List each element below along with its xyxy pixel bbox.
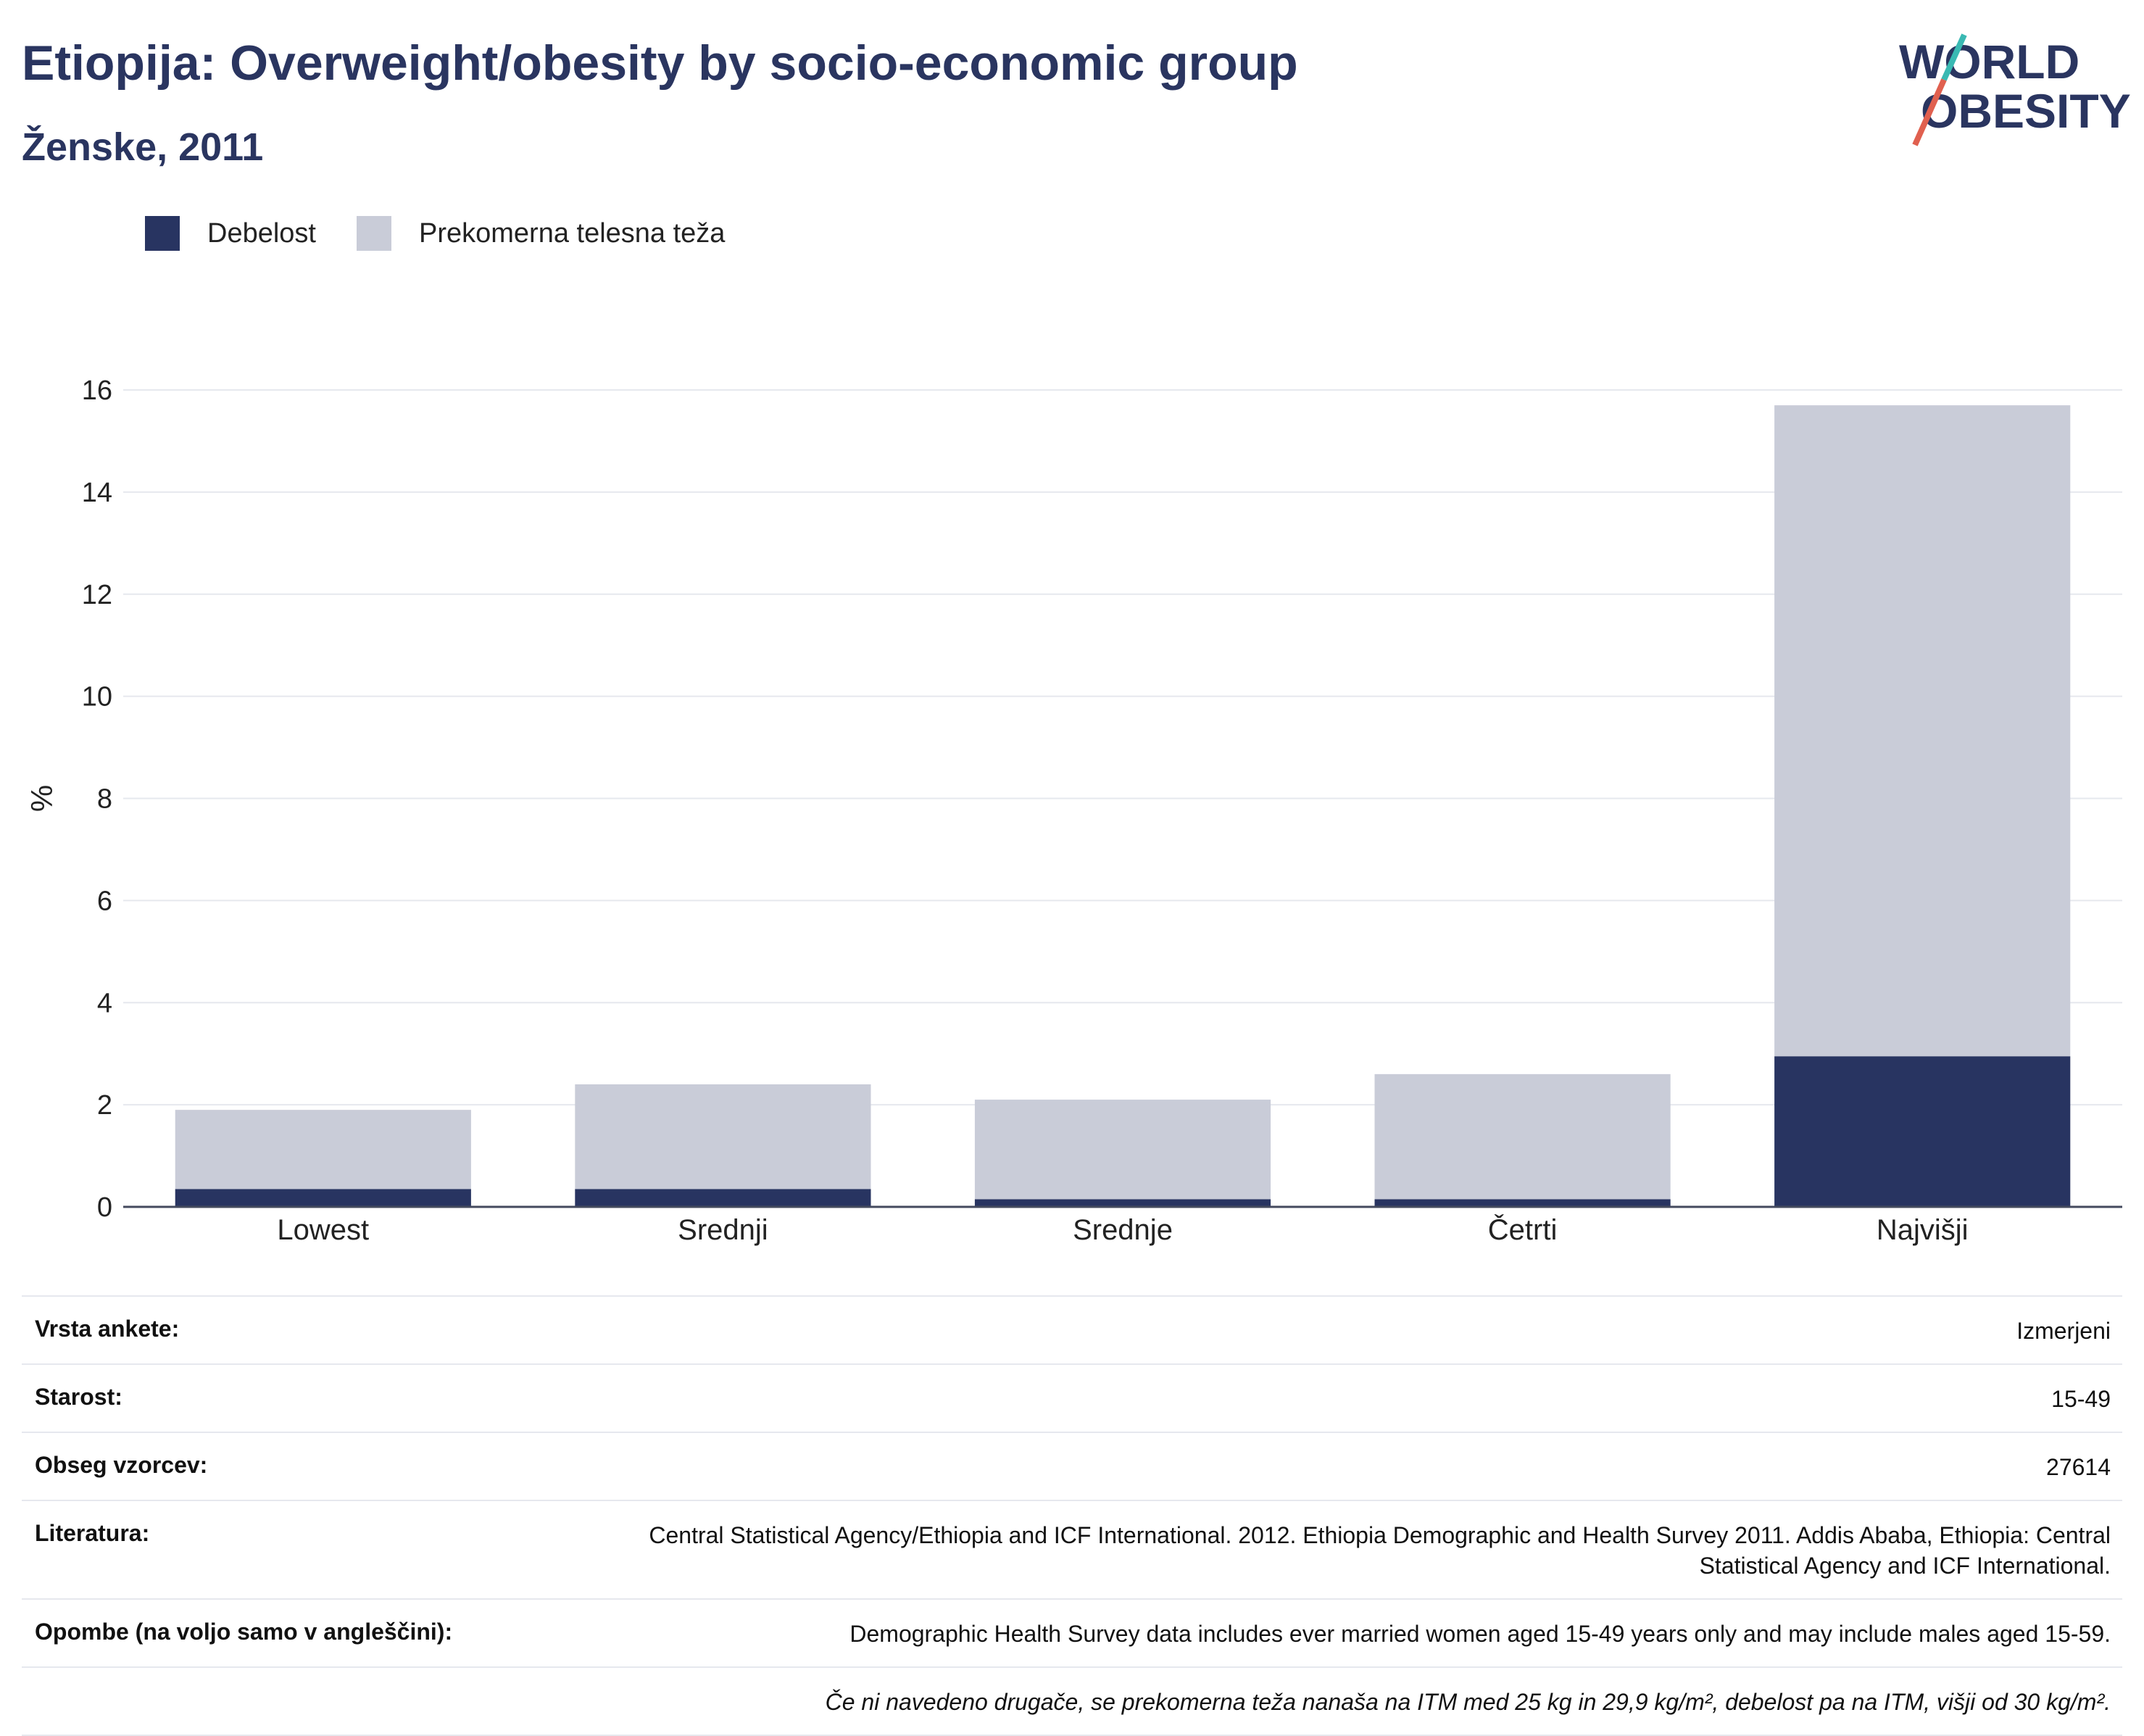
bar-overweight xyxy=(1774,405,2071,1057)
bar-obesity xyxy=(1374,1199,1671,1207)
info-label: Vrsta ankete: xyxy=(35,1316,180,1342)
info-value: Central Statistical Agency/Ethiopia and … xyxy=(649,1522,2111,1579)
y-tick-label: 0 xyxy=(97,1192,112,1223)
legend-item-overweight: Prekomerna telesna teža xyxy=(356,216,726,251)
info-row: Literatura: Central Statistical Agency/Et… xyxy=(22,1500,2122,1598)
x-category-label: Srednji xyxy=(678,1214,768,1246)
legend-swatch-obesity xyxy=(145,216,180,251)
info-value: Če ni navedeno drugače, se prekomerna te… xyxy=(825,1689,2111,1715)
x-category-label: Srednje xyxy=(1073,1214,1173,1246)
y-tick-label: 12 xyxy=(82,580,112,610)
info-label: Starost: xyxy=(35,1384,122,1410)
bar-obesity xyxy=(575,1189,871,1207)
chart-legend: Debelost Prekomerna telesna teža xyxy=(145,216,765,251)
legend-label-overweight: Prekomerna telesna teža xyxy=(418,217,726,249)
logo-slash-teal xyxy=(1941,33,1967,81)
y-axis-title: % xyxy=(25,785,59,812)
bar-overweight xyxy=(175,1110,471,1189)
info-label: Literatura: xyxy=(35,1520,150,1546)
info-value: Demographic Health Survey data includes … xyxy=(849,1621,2111,1647)
x-category-label: Lowest xyxy=(277,1214,369,1246)
legend-label-obesity: Debelost xyxy=(207,217,316,249)
info-value: Izmerjeni xyxy=(2016,1318,2111,1344)
bar-overweight xyxy=(575,1084,871,1189)
info-value: 15-49 xyxy=(2051,1386,2111,1412)
y-tick-label: 2 xyxy=(97,1090,112,1121)
world-obesity-logo: WORLD OBESITY xyxy=(1899,33,2131,146)
bar-obesity xyxy=(175,1189,471,1207)
logo-slash-red xyxy=(1912,78,1947,146)
page-title: Etiopija: Overweight/obesity by socio-ec… xyxy=(22,36,1298,91)
info-label: Obseg vzorcev: xyxy=(35,1452,208,1478)
info-row: Opombe (na voljo samo v angleščini): Demo… xyxy=(22,1598,2122,1666)
bar-obesity xyxy=(974,1199,1271,1207)
y-tick-label: 4 xyxy=(97,988,112,1018)
info-row: Vrsta ankete: Izmerjeni xyxy=(22,1295,2122,1363)
info-label: Opombe (na voljo samo v angleščini): xyxy=(35,1619,453,1645)
page-subtitle: Ženske, 2011 xyxy=(22,125,264,169)
legend-swatch-overweight xyxy=(356,216,391,251)
y-tick-label: 8 xyxy=(97,784,112,815)
info-value: 27614 xyxy=(2046,1454,2111,1480)
x-category-label: Četrti xyxy=(1488,1213,1558,1246)
bar-overweight xyxy=(1374,1073,1671,1200)
y-tick-label: 14 xyxy=(82,478,112,508)
info-row: Če ni navedeno drugače, se prekomerna te… xyxy=(22,1666,2122,1736)
logo-text-world: WORLD xyxy=(1899,35,2079,88)
info-row: Obseg vzorcev: 27614 xyxy=(22,1432,2122,1500)
y-tick-label: 16 xyxy=(82,375,112,406)
y-tick-label: 10 xyxy=(82,682,112,713)
info-row: Starost: 15-49 xyxy=(22,1363,2122,1432)
y-tick-label: 6 xyxy=(97,886,112,916)
x-category-label: Najvišji xyxy=(1877,1214,1969,1246)
logo-text-obesity: OBESITY xyxy=(1921,84,2131,138)
survey-info-table: Vrsta ankete: Izmerjeni Starost: 15-49 Obseg… xyxy=(22,1295,2122,1736)
bar-overweight xyxy=(974,1100,1271,1200)
legend-item-obesity: Debelost xyxy=(145,216,316,251)
bar-chart: 0 2 4 6 8 10 12 14 16% Lowest Srednji Srednje Četrti… xyxy=(25,375,2122,1246)
bar-obesity xyxy=(1774,1056,2071,1207)
